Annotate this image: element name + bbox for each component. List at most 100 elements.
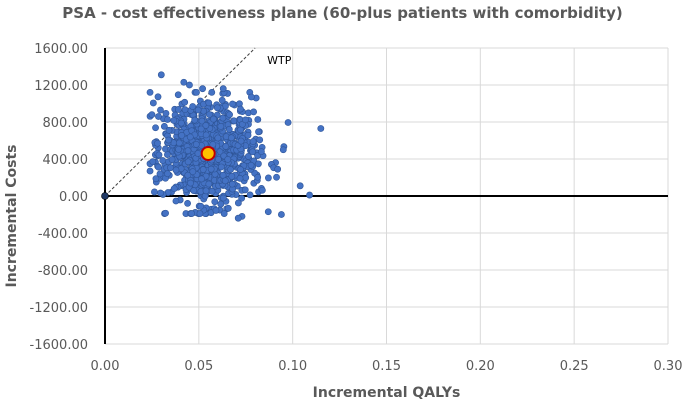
- psa-point: [258, 186, 266, 194]
- psa-point: [175, 139, 183, 147]
- psa-point: [255, 128, 262, 136]
- psa-point: [224, 204, 232, 212]
- psa-point: [193, 89, 200, 96]
- psa-point: [146, 89, 154, 96]
- psa-point: [172, 166, 180, 174]
- psa-point: [234, 214, 242, 222]
- psa-point: [317, 125, 325, 132]
- psa-point: [210, 115, 217, 123]
- psa-point: [273, 173, 280, 181]
- psa-point: [186, 81, 193, 89]
- mean-point: [200, 145, 216, 161]
- psa-point: [167, 164, 174, 172]
- psa-point: [229, 100, 236, 108]
- x-tick-label: 0.10: [278, 359, 307, 374]
- psa-point: [217, 163, 225, 171]
- x-tick-label: 0.30: [654, 359, 683, 374]
- x-tick-label: 0.20: [466, 359, 495, 374]
- psa-point: [199, 85, 206, 93]
- psa-point: [178, 132, 186, 139]
- x-tick-label: 0.15: [372, 359, 401, 374]
- psa-point: [184, 158, 192, 166]
- psa-point: [217, 200, 225, 208]
- psa-point: [219, 194, 227, 202]
- psa-point: [198, 117, 206, 125]
- psa-point: [255, 160, 262, 168]
- psa-point: [164, 170, 171, 178]
- psa-point: [152, 124, 159, 132]
- psa-point: [170, 185, 178, 193]
- psa-point: [174, 106, 182, 113]
- y-tick-label: 1600.00: [34, 42, 88, 57]
- psa-point: [237, 105, 244, 113]
- psa-point: [205, 180, 213, 188]
- y-axis-label: Incremental Costs: [4, 144, 20, 288]
- psa-point: [254, 173, 262, 181]
- psa-point: [227, 134, 235, 142]
- y-tick-label: 800.00: [43, 116, 89, 131]
- psa-point: [157, 189, 164, 197]
- psa-point: [207, 165, 215, 173]
- psa-point: [189, 103, 197, 110]
- psa-point: [296, 182, 304, 190]
- psa-point: [228, 172, 236, 180]
- psa-point: [264, 208, 272, 216]
- psa-point: [205, 99, 213, 107]
- psa-point: [192, 140, 200, 148]
- psa-point: [148, 111, 156, 118]
- y-tick-label: 0.00: [59, 190, 88, 205]
- psa-point: [149, 99, 157, 107]
- psa-point: [274, 165, 282, 173]
- psa-point: [208, 89, 216, 96]
- psa-point: [151, 188, 158, 196]
- psa-point: [242, 174, 250, 182]
- psa-point: [157, 71, 165, 79]
- y-tick-label: -1600.00: [30, 338, 88, 353]
- psa-point: [146, 167, 154, 175]
- x-tick-label: 0.25: [560, 359, 589, 374]
- psa-point: [254, 116, 262, 123]
- psa-point: [152, 175, 160, 183]
- psa-point: [218, 96, 226, 104]
- y-tick-label: -400.00: [38, 227, 88, 242]
- psa-point: [168, 156, 176, 163]
- psa-point: [227, 166, 234, 173]
- psa-point: [160, 123, 168, 130]
- psa-point: [194, 150, 202, 157]
- psa-point: [214, 155, 222, 163]
- psa-point: [224, 155, 232, 163]
- psa-point: [236, 174, 244, 182]
- psa-point: [188, 210, 196, 217]
- psa-point: [181, 98, 189, 106]
- psa-point: [221, 177, 229, 185]
- x-axis-label: Incremental QALYs: [312, 385, 461, 401]
- psa-point: [149, 158, 157, 166]
- psa-point: [219, 114, 227, 122]
- psa-point: [222, 143, 230, 150]
- psa-point: [155, 113, 162, 120]
- y-tick-label: -800.00: [38, 264, 88, 279]
- psa-point: [196, 210, 204, 217]
- psa-point: [198, 175, 205, 183]
- psa-point: [242, 116, 249, 124]
- psa-point: [279, 146, 287, 154]
- psa-point: [164, 116, 171, 123]
- psa-point: [265, 174, 272, 182]
- psa-point: [197, 125, 205, 133]
- psa-point: [234, 199, 242, 207]
- psa-points-layer: [146, 71, 325, 222]
- psa-point: [187, 179, 194, 187]
- psa-point: [214, 134, 222, 142]
- psa-point: [189, 168, 197, 176]
- psa-point: [202, 131, 210, 139]
- psa-point: [250, 108, 258, 116]
- psa-point: [155, 151, 163, 159]
- psa-point: [194, 106, 202, 114]
- psa-point: [181, 106, 189, 114]
- psa-point: [208, 187, 216, 195]
- wtp-label: WTP: [267, 54, 292, 67]
- psa-point: [213, 104, 221, 112]
- psa-point: [249, 138, 257, 145]
- psa-point: [237, 166, 244, 173]
